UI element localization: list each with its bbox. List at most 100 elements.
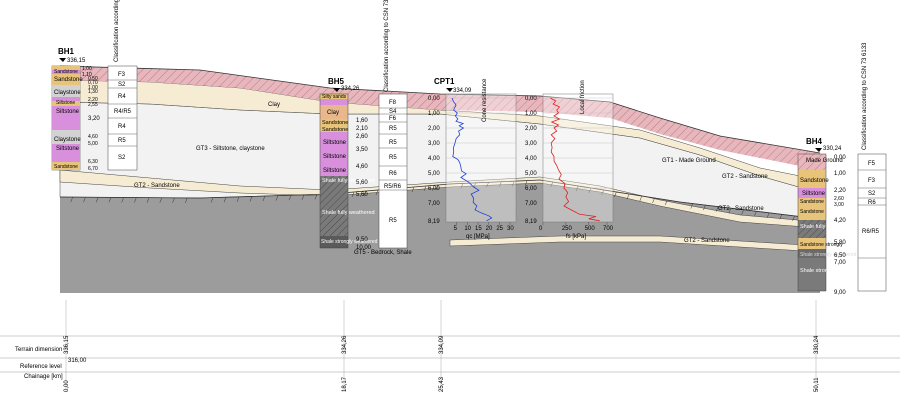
bedrock-tick-mark xyxy=(210,197,214,203)
cpt1-name: CPT1 xyxy=(434,77,455,86)
bedrock-tick-mark xyxy=(575,185,579,192)
bh4-layer-siltstone xyxy=(798,188,826,198)
bh5-layer-label-9: Shale strongly weathered xyxy=(321,239,378,245)
bh5-layer-label-6: Siltstone xyxy=(323,168,347,174)
bh4-depth-5: 5,80 xyxy=(834,240,846,246)
chainage-value-bh1: 0,00 xyxy=(64,380,70,392)
bh5-classification-header: Classification according to CSN 73 6133 xyxy=(384,0,390,92)
borehole-bh1[interactable]: BH1 336,15 Sandstone Claystone Siltstone… xyxy=(51,0,138,172)
bedrock-tick-mark xyxy=(172,197,175,203)
terrain-value-bh5: 334,26 xyxy=(342,335,348,354)
bh5-layer-sand1 xyxy=(320,119,348,125)
bh5-depth-8: 10,00 xyxy=(356,245,372,251)
bh4-depth-8: 9,00 xyxy=(834,290,846,296)
bedrock-tick-mark xyxy=(601,189,604,196)
bedrock-boundary-line xyxy=(59,179,821,220)
cpt-depth-labels: 0,00 0,00 1,00 1,00 2,00 2,00 3,00 3,00 4,00 4,00… xyxy=(428,96,537,225)
bh5-layer-siltstone xyxy=(320,132,348,176)
borehole-bh5[interactable]: BH5 334,26 Silty sands Clay Sandstone Sa… xyxy=(319,0,408,251)
bh1-class-6: S2 xyxy=(118,155,126,161)
bedrock-tick-mark xyxy=(639,195,643,202)
bh1-layer-top2 xyxy=(52,70,80,74)
bh1-class-1: S2 xyxy=(118,82,126,88)
bh5-layer-strip xyxy=(320,99,348,105)
bh1-depth-0: 0,50 xyxy=(88,76,98,82)
bh1-class-4: R4 xyxy=(118,124,126,130)
bh5-layer-label-2: Sandstone xyxy=(322,120,348,126)
bedrock-tick-mark xyxy=(223,197,227,203)
bedrock-tick-mark xyxy=(665,199,668,206)
bh1-layer-sandstone-bottom xyxy=(52,162,80,170)
reference-level-value: 316,00 xyxy=(68,358,87,364)
gt2-label-upper: GT2 - Sandstone xyxy=(722,174,768,180)
bh4-layer-label-7: Shale strongly weathered xyxy=(800,252,857,258)
bh4-layer-label-3: Sandstone xyxy=(800,199,824,205)
bh5-elevation: 334,26 xyxy=(341,86,360,92)
bedrock-tick-mark xyxy=(690,203,693,209)
bh5-depth-2: 2,60 xyxy=(356,134,368,140)
cpt1-marker-icon xyxy=(446,88,453,92)
bedrock-tick-mark xyxy=(524,180,528,186)
bh1-classification-header: Classification according to CSN 73 6133 xyxy=(114,0,120,62)
bh1-depth-2: 1,00 xyxy=(88,85,98,91)
bedrock-tick-mark xyxy=(185,197,188,204)
gt2-label-lower: GT2 - Sandstone xyxy=(684,238,730,244)
bh4-column-frame xyxy=(797,153,827,292)
bh1-mini-depth-0: 1,00 xyxy=(82,66,92,72)
bedrock-layer xyxy=(60,180,820,293)
local-friction-trace xyxy=(550,97,600,222)
bedrock-tick-mark xyxy=(134,197,137,203)
bedrock-tick-mark xyxy=(766,212,770,218)
bh1-layer-claystone xyxy=(52,85,80,97)
bh1-layer-label-2: Siltstone xyxy=(56,100,75,106)
bh5-layer-silty-sands xyxy=(320,94,348,99)
bh4-class-0: F5 xyxy=(868,161,876,167)
gt2-label-middle: GT2 - Sandstone xyxy=(718,206,764,212)
bh1-depth-4: 2,20 xyxy=(88,97,98,103)
bh5-layer-label-1: Clay xyxy=(327,110,339,116)
bh5-class-8: R5 xyxy=(389,218,397,224)
bh1-classes: F3 S2 R4 R4/R5 R4 R5 S2 xyxy=(108,72,137,161)
bh1-layer-label-4: Claystone xyxy=(54,137,81,143)
fs-axis-ticks: 0 250 500 700 xyxy=(539,222,614,232)
bh5-class-4: R5 xyxy=(389,140,397,146)
cpt-depth-label-7: 7,00 xyxy=(428,201,440,207)
bedrock-tick-mark xyxy=(236,196,240,202)
bh5-class-5: R5 xyxy=(389,155,397,161)
chainage-value-bh4: 50,11 xyxy=(814,377,820,392)
fs-tick-label-1: 250 xyxy=(562,226,573,232)
bedrock-tick-mark xyxy=(754,211,757,217)
bedrock-tick-mark xyxy=(499,181,502,187)
bedrock-tick-mark xyxy=(146,197,150,203)
bedrock-tick-mark xyxy=(435,184,439,191)
fs-depth-label-6: 6,00 xyxy=(525,186,537,192)
bh4-depth-7: 7,00 xyxy=(834,260,846,266)
bedrock-tick-mark xyxy=(70,196,73,203)
bh1-layer-sand-thin xyxy=(52,101,80,106)
bh4-layer-label-6: Sandstone strongly xyxy=(800,242,843,248)
terrain-value-bh4: 330,24 xyxy=(814,335,820,354)
cpt1-sounding[interactable]: CPT1 334,09 0,00 0,00 1,00 1,00 2,00 2,00 3,00… xyxy=(428,77,614,240)
fs-depth-label-2: 2,00 xyxy=(525,126,537,132)
bh5-class-7: R5/R6 xyxy=(384,184,402,190)
gt2-label-left: GT2 - Sandstone xyxy=(134,183,180,189)
bh5-layer-label-4: Siltstone xyxy=(323,140,347,146)
bh4-depth-6: 6,50 xyxy=(834,253,846,259)
bedrock-tick-mark xyxy=(301,194,305,200)
bh4-layer-label-1: Sandstone xyxy=(800,178,829,184)
bh1-layer-sandstone xyxy=(52,74,80,85)
fs-tick-label-3: 700 xyxy=(603,226,614,232)
bh1-depth-10: 6,70 xyxy=(88,166,98,172)
bh4-name: BH4 xyxy=(806,137,823,146)
bh4-layer-sandstone4 xyxy=(798,238,826,249)
bh5-marker-icon xyxy=(333,88,340,92)
bh1-depth-9: 6,30 xyxy=(88,159,98,165)
bh1-layer-label-5: Siltstone xyxy=(56,146,80,152)
bh5-class-1: S4 xyxy=(389,109,397,115)
bedrock-tick-mark xyxy=(486,182,489,188)
qc-tick-label-4: 25 xyxy=(496,226,503,232)
qc-tick-label-1: 10 xyxy=(464,226,471,232)
borehole-bh4[interactable]: BH4 330,24 Made Ground Sandstone Siltsto… xyxy=(797,42,887,296)
